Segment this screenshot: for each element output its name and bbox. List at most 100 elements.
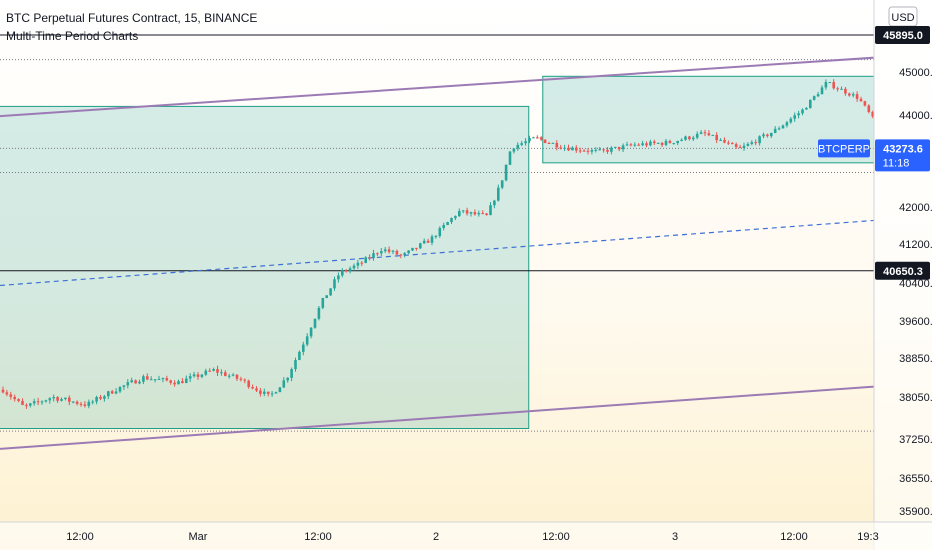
- candle: [586, 147, 590, 155]
- candle-body: [216, 369, 219, 373]
- x-tick-label: 2: [433, 531, 439, 543]
- candle-body: [40, 401, 44, 403]
- candle: [836, 86, 839, 92]
- candle-body: [727, 142, 730, 144]
- candle-body: [17, 399, 20, 401]
- candle: [664, 138, 668, 147]
- candle: [411, 247, 414, 251]
- candle: [426, 238, 430, 243]
- candle: [551, 142, 555, 144]
- candle: [196, 371, 200, 380]
- candle-body: [157, 378, 161, 380]
- candle-body: [200, 374, 204, 377]
- candle: [227, 373, 231, 379]
- candle-body: [836, 88, 839, 90]
- candle-body: [485, 213, 488, 216]
- candle-body: [422, 240, 426, 244]
- candle-body: [801, 109, 804, 114]
- candle: [781, 124, 785, 129]
- candle: [25, 403, 28, 409]
- y-tick-label: 44000.0: [899, 110, 932, 122]
- candle: [192, 371, 196, 378]
- candle-body: [177, 381, 180, 385]
- candle: [434, 234, 438, 239]
- candle: [520, 140, 523, 147]
- candle: [438, 226, 442, 238]
- candle-body: [1, 389, 5, 393]
- candle: [859, 96, 863, 102]
- candle-body: [383, 249, 387, 252]
- candle: [344, 268, 348, 273]
- candle-body: [352, 265, 356, 269]
- x-tick-label: 12:00: [304, 531, 332, 543]
- candle: [707, 130, 711, 137]
- candle-body: [754, 142, 757, 144]
- candle-body: [142, 376, 145, 382]
- candle: [692, 135, 695, 142]
- candle: [617, 146, 621, 152]
- chart-title: BTC Perpetual Futures Contract, 15, BINA…: [6, 11, 258, 25]
- candle-body: [298, 351, 301, 360]
- candle: [372, 249, 375, 261]
- x-tick-label: 12:00: [780, 531, 808, 543]
- candle: [719, 138, 722, 141]
- candle-body: [329, 288, 332, 296]
- candle-body: [454, 216, 457, 219]
- candle-body: [165, 378, 169, 381]
- x-tick-label: 19:3: [857, 531, 878, 543]
- candle-body: [512, 148, 516, 152]
- candle: [110, 389, 114, 395]
- candle: [153, 379, 157, 383]
- candle: [555, 140, 559, 151]
- plot-area: [0, 34, 874, 450]
- candle: [801, 108, 804, 116]
- candle-body: [29, 403, 32, 406]
- candle-body: [871, 112, 874, 117]
- candle-body: [820, 87, 824, 95]
- candle-body: [321, 298, 325, 308]
- candle-body: [516, 144, 520, 149]
- candle: [44, 399, 48, 403]
- candle: [481, 210, 484, 215]
- candle-body: [547, 142, 551, 144]
- candle: [473, 209, 477, 216]
- candle: [422, 238, 426, 244]
- candle: [360, 260, 364, 267]
- y-tick-label: 37250.0: [899, 434, 932, 446]
- candle-body: [255, 388, 258, 391]
- candle-body: [274, 392, 278, 394]
- candle: [278, 387, 282, 393]
- candle: [684, 135, 687, 141]
- candle: [770, 132, 773, 138]
- candle: [578, 147, 582, 154]
- candle: [107, 390, 110, 400]
- trendline-2: [0, 385, 874, 450]
- candle-body: [348, 268, 352, 271]
- candle: [5, 389, 9, 397]
- candle-body: [146, 376, 149, 380]
- candle: [602, 148, 605, 153]
- candle-body: [578, 150, 582, 152]
- candle: [750, 140, 754, 146]
- candle-body: [840, 88, 843, 90]
- candle-body: [734, 144, 738, 148]
- candle: [325, 295, 328, 299]
- currency-label[interactable]: USD: [891, 12, 914, 24]
- candle: [598, 147, 601, 151]
- candle: [824, 79, 828, 90]
- candle-body: [21, 400, 24, 405]
- candle: [134, 379, 137, 384]
- candle-body: [746, 143, 750, 146]
- candle-body: [532, 137, 535, 139]
- candle: [415, 247, 418, 251]
- candle: [333, 276, 336, 291]
- candle-body: [750, 142, 754, 144]
- candle: [734, 142, 738, 149]
- candle-body: [637, 144, 640, 146]
- candle: [477, 210, 481, 217]
- candle: [130, 377, 133, 384]
- candle-body: [633, 144, 637, 146]
- x-tick-label: Mar: [189, 531, 208, 543]
- candle: [208, 368, 211, 372]
